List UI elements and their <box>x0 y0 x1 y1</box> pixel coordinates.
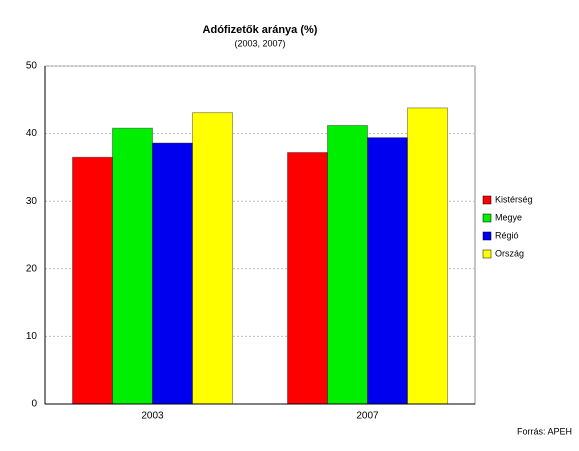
bar <box>327 124 368 405</box>
source: Forrás: APEH <box>517 426 572 436</box>
y-tick-label: 30 <box>26 196 38 207</box>
y-tick-label: 0 <box>31 399 37 410</box>
legend-label: Ország <box>495 248 524 258</box>
bar <box>287 152 328 405</box>
y-tick-label: 50 <box>26 61 38 72</box>
bar <box>112 127 153 405</box>
chart-subtitle: (2003, 2007) <box>234 38 285 48</box>
legend-swatch <box>482 195 492 205</box>
bar <box>152 142 193 405</box>
x-tick-label: 2007 <box>356 411 379 422</box>
bar <box>407 107 448 405</box>
y-tick-label: 20 <box>26 263 38 274</box>
bar <box>192 112 233 405</box>
bar <box>367 137 408 405</box>
y-tick-label: 10 <box>26 331 38 342</box>
legend-label: Megye <box>495 212 522 222</box>
legend-swatch <box>482 231 492 241</box>
legend-swatch <box>482 249 492 259</box>
x-tick-label: 2003 <box>141 411 164 422</box>
bar <box>72 156 113 405</box>
legend-label: Régió <box>495 230 519 240</box>
y-tick-label: 40 <box>26 128 38 139</box>
legend-swatch <box>482 213 492 223</box>
chart-title: Adófizetők aránya (%) <box>203 24 318 36</box>
legend-label: Kistérség <box>495 194 533 204</box>
